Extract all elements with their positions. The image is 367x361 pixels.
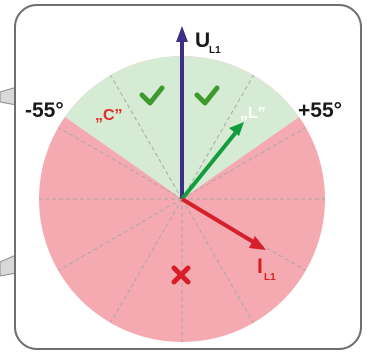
current-vector	[180, 197, 257, 245]
inductive-vector-arrowhead	[229, 122, 244, 136]
current-label: I	[257, 255, 263, 278]
inductive-label: „L”	[240, 105, 266, 122]
current-label-subscript: L1	[264, 272, 276, 283]
cross-icon	[171, 265, 191, 285]
voltage-label: U	[195, 29, 211, 52]
minus-angle-label: -55°	[25, 99, 64, 122]
check-icon	[194, 85, 220, 106]
capacitive-label: „C”	[95, 107, 123, 124]
check-icon	[139, 85, 165, 106]
voltage-label-subscript: L1	[209, 45, 221, 56]
plus-angle-label: +55°	[298, 99, 343, 122]
inductive-vector	[180, 129, 239, 201]
voltage-vector-arrowhead	[176, 26, 188, 42]
current-vector-arrowhead	[249, 236, 266, 250]
